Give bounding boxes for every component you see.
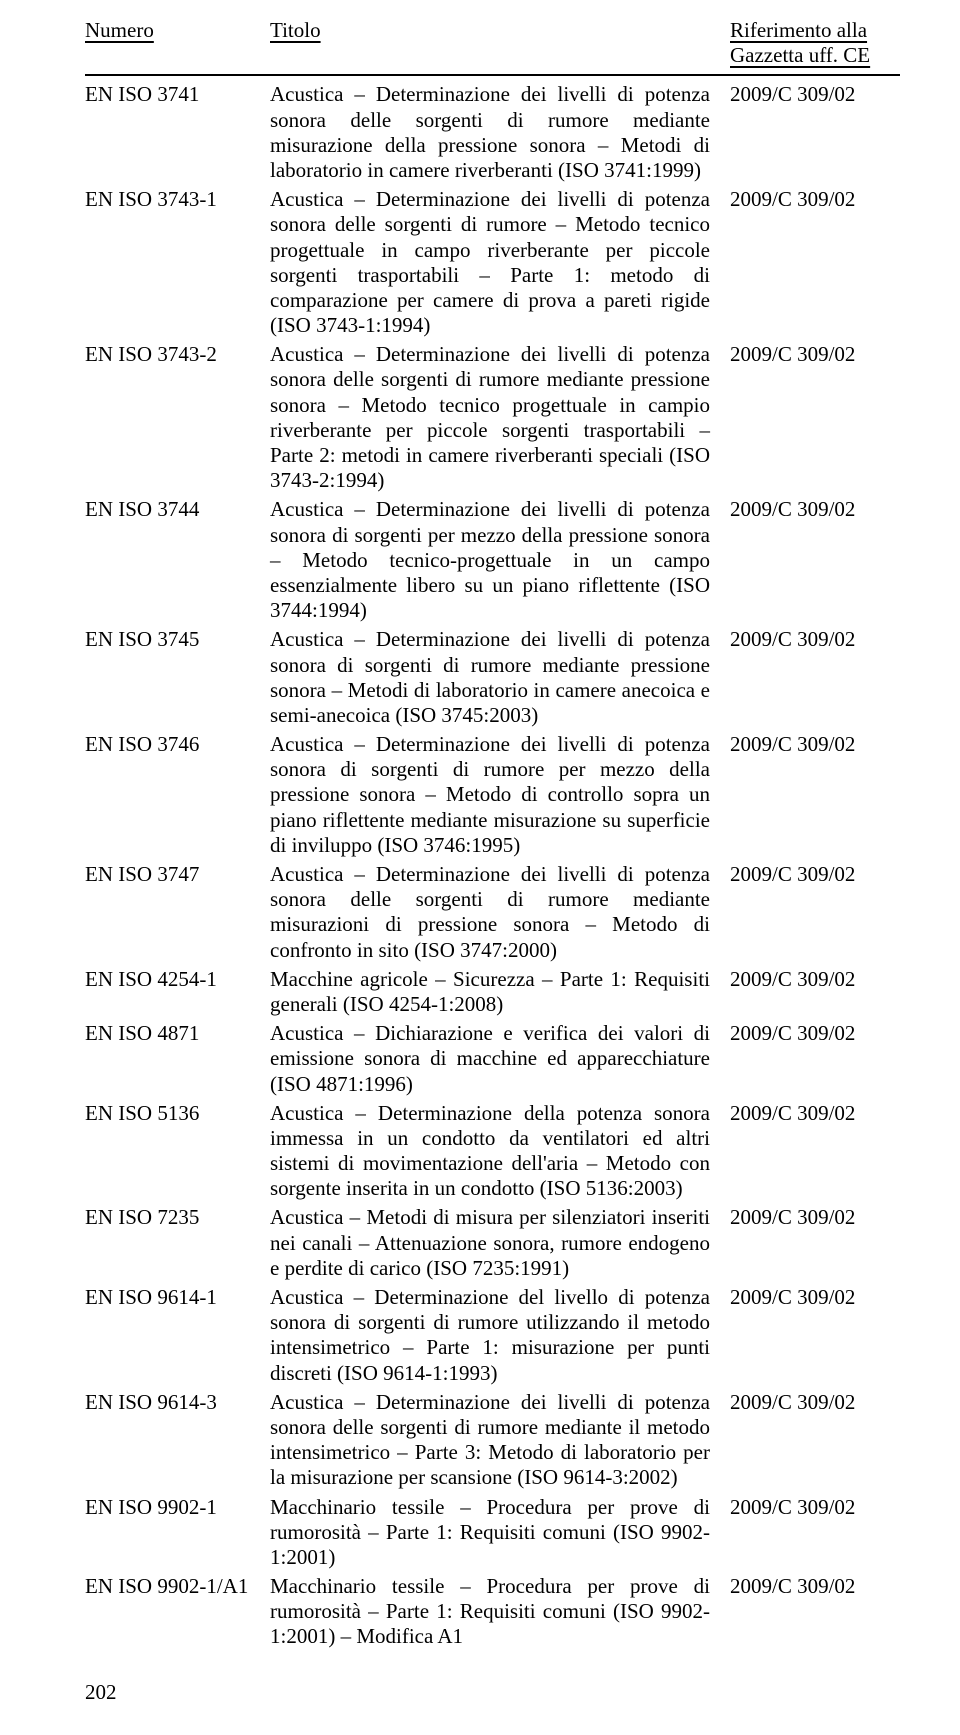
table-row: EN ISO 9902-1Macchinario tessile – Proce… [85,1495,900,1571]
cell-numero: EN ISO 3747 [85,862,270,887]
cell-riferimento: 2009/C 309/02 [730,862,900,887]
cell-riferimento: 2009/C 309/02 [730,1101,900,1126]
header-riferimento-line2: Gazzetta uff. CE [730,43,870,67]
header-titolo: Titolo [270,18,730,43]
cell-riferimento: 2009/C 309/02 [730,187,900,212]
cell-numero: EN ISO 4254-1 [85,967,270,992]
table-row: EN ISO 9614-1Acustica – Determinazione d… [85,1285,900,1386]
cell-titolo: Acustica – Determinazione dei livelli di… [270,497,730,623]
table-row: EN ISO 3743-1Acustica – Determinazione d… [85,187,900,338]
cell-titolo: Acustica – Determinazione dei livelli di… [270,862,730,963]
table-row: EN ISO 3743-2Acustica – Determinazione d… [85,342,900,493]
cell-numero: EN ISO 3744 [85,497,270,522]
cell-numero: EN ISO 9902-1 [85,1495,270,1520]
cell-riferimento: 2009/C 309/02 [730,1021,900,1046]
cell-numero: EN ISO 9614-1 [85,1285,270,1310]
cell-titolo: Macchinario tessile – Procedura per prov… [270,1495,730,1571]
cell-riferimento: 2009/C 309/02 [730,732,900,757]
table-body: EN ISO 3741Acustica – Determinazione dei… [85,82,900,1649]
header-riferimento: Riferimento alla Gazzetta uff. CE [730,18,900,68]
page-number: 202 [85,1680,900,1705]
cell-titolo: Acustica – Determinazione dei livelli di… [270,82,730,183]
cell-riferimento: 2009/C 309/02 [730,1205,900,1230]
cell-titolo: Acustica – Metodi di misura per silenzia… [270,1205,730,1281]
table-row: EN ISO 3744Acustica – Determinazione dei… [85,497,900,623]
table-header-row: Numero Titolo Riferimento alla Gazzetta … [85,18,900,76]
cell-titolo: Acustica – Determinazione dei livelli di… [270,1390,730,1491]
cell-numero: EN ISO 4871 [85,1021,270,1046]
table-row: EN ISO 3746Acustica – Determinazione dei… [85,732,900,858]
cell-numero: EN ISO 9902-1/A1 [85,1574,270,1599]
cell-titolo: Acustica – Determinazione dei livelli di… [270,627,730,728]
cell-riferimento: 2009/C 309/02 [730,342,900,367]
cell-riferimento: 2009/C 309/02 [730,627,900,652]
page: Numero Titolo Riferimento alla Gazzetta … [0,0,960,1735]
cell-numero: EN ISO 3745 [85,627,270,652]
table-row: EN ISO 7235Acustica – Metodi di misura p… [85,1205,900,1281]
cell-numero: EN ISO 3741 [85,82,270,107]
cell-titolo: Acustica – Determinazione dei livelli di… [270,732,730,858]
cell-titolo: Macchine agricole – Sicurezza – Parte 1:… [270,967,730,1017]
table-row: EN ISO 5136Acustica – Determinazione del… [85,1101,900,1202]
cell-riferimento: 2009/C 309/02 [730,1285,900,1310]
cell-titolo: Acustica – Determinazione del livello di… [270,1285,730,1386]
cell-riferimento: 2009/C 309/02 [730,1495,900,1520]
cell-numero: EN ISO 5136 [85,1101,270,1126]
table-row: EN ISO 3747Acustica – Determinazione dei… [85,862,900,963]
cell-riferimento: 2009/C 309/02 [730,1574,900,1599]
cell-riferimento: 2009/C 309/02 [730,1390,900,1415]
table-row: EN ISO 4871Acustica – Dichiarazione e ve… [85,1021,900,1097]
cell-riferimento: 2009/C 309/02 [730,82,900,107]
cell-numero: EN ISO 7235 [85,1205,270,1230]
cell-riferimento: 2009/C 309/02 [730,497,900,522]
header-riferimento-line1: Riferimento alla [730,18,867,42]
cell-titolo: Acustica – Determinazione dei livelli di… [270,342,730,493]
cell-numero: EN ISO 3746 [85,732,270,757]
cell-titolo: Acustica – Determinazione dei livelli di… [270,187,730,338]
cell-numero: EN ISO 3743-2 [85,342,270,367]
header-numero: Numero [85,18,270,43]
cell-numero: EN ISO 9614-3 [85,1390,270,1415]
table-row: EN ISO 9902-1/A1Macchinario tessile – Pr… [85,1574,900,1650]
cell-numero: EN ISO 3743-1 [85,187,270,212]
cell-riferimento: 2009/C 309/02 [730,967,900,992]
cell-titolo: Macchinario tessile – Procedura per prov… [270,1574,730,1650]
table-row: EN ISO 4254-1Macchine agricole – Sicurez… [85,967,900,1017]
table-row: EN ISO 9614-3Acustica – Determinazione d… [85,1390,900,1491]
table-row: EN ISO 3741Acustica – Determinazione dei… [85,82,900,183]
cell-titolo: Acustica – Determinazione della potenza … [270,1101,730,1202]
cell-titolo: Acustica – Dichiarazione e verifica dei … [270,1021,730,1097]
table-row: EN ISO 3745Acustica – Determinazione dei… [85,627,900,728]
